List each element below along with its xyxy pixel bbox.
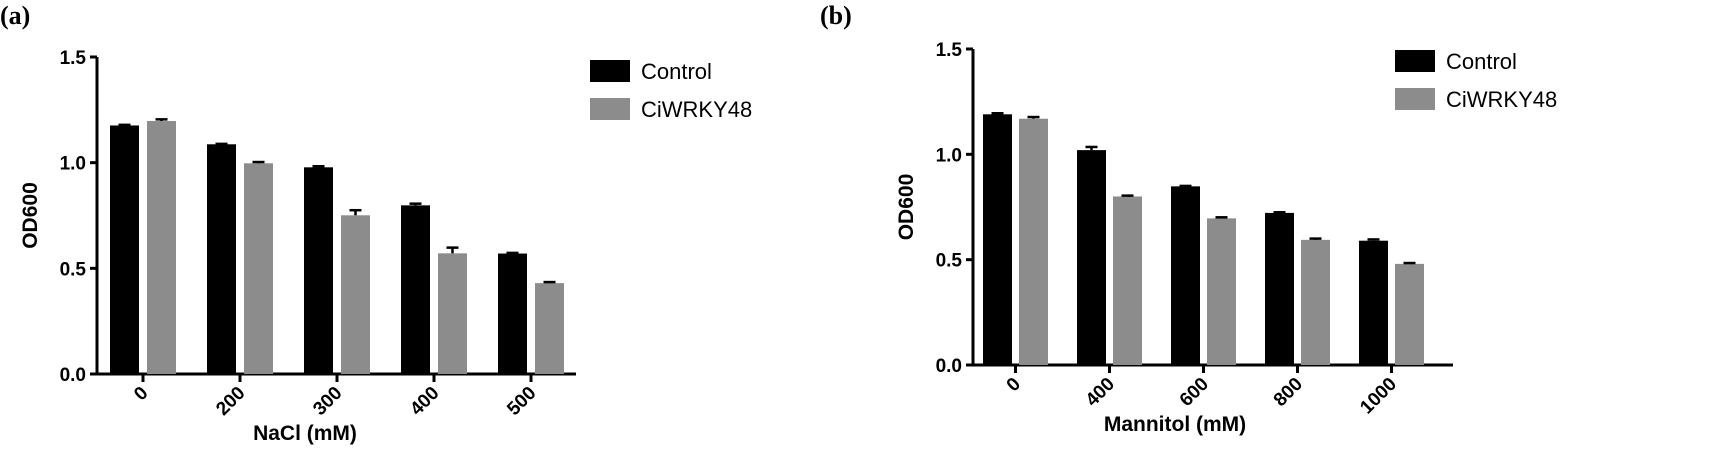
y-tick-label: 0.0	[60, 365, 86, 386]
panel-label: (a)	[0, 1, 30, 30]
y-axis-title: OD600	[895, 174, 918, 241]
y-tick-label: 1.0	[936, 145, 962, 166]
x-tick-label: 0	[130, 383, 152, 405]
legend-label: CiWRKY48	[641, 97, 752, 122]
bar-control	[401, 205, 430, 374]
legend-label: Control	[1446, 49, 1517, 74]
legend-swatch-ciwrky48	[590, 98, 630, 120]
bar-ciwrky48	[1395, 263, 1424, 365]
bar-control	[110, 125, 139, 374]
bar-control	[1265, 212, 1294, 365]
x-tick-label: 1000	[1356, 374, 1401, 419]
bar-control	[207, 144, 236, 374]
legend-swatch-control	[590, 60, 630, 82]
x-tick-label: 0	[1003, 374, 1025, 396]
x-axis-title: Mannitol (mM)	[1104, 413, 1246, 436]
x-tick-label: 500	[503, 383, 540, 420]
legend-swatch-ciwrky48	[1395, 88, 1435, 110]
x-tick-label: 800	[1270, 374, 1307, 411]
y-tick-label: 0.5	[936, 251, 963, 272]
bar-ciwrky48	[1207, 218, 1236, 365]
legend-label: Control	[641, 59, 712, 84]
bar-ciwrky48	[535, 283, 564, 374]
bar-ciwrky48	[147, 121, 176, 374]
panel-a: (a) 0.0 0.5 1.0 1.5 OD600 NaCl (mM) 0 200 300 400 5…	[0, 1, 752, 445]
y-tick-label: 1.0	[60, 154, 86, 175]
x-tick-label: 300	[309, 383, 346, 420]
bar-control	[1171, 186, 1200, 365]
bar-ciwrky48	[1113, 196, 1142, 365]
bar-ciwrky48	[341, 215, 370, 374]
x-axis-title: NaCl (mM)	[253, 422, 357, 445]
bar-control	[304, 167, 333, 374]
y-tick-label: 1.5	[60, 48, 87, 69]
y-axis-title: OD600	[19, 182, 42, 249]
x-tick-label: 600	[1176, 374, 1213, 411]
x-tick-label: 400	[406, 383, 443, 420]
bar-ciwrky48	[1301, 239, 1330, 365]
bar-ciwrky48	[438, 253, 467, 374]
y-tick-label: 1.5	[936, 40, 963, 61]
panel-label: (b)	[820, 1, 852, 30]
bar-control	[983, 114, 1012, 365]
y-tick-label: 0.5	[60, 259, 87, 280]
bar-control	[1077, 150, 1106, 365]
bar-ciwrky48	[1019, 118, 1048, 365]
y-tick-label: 0.0	[936, 356, 962, 377]
bar-control	[1359, 240, 1388, 365]
bar-ciwrky48	[244, 163, 273, 374]
legend-label: CiWRKY48	[1446, 87, 1557, 112]
legend-swatch-control	[1395, 50, 1435, 72]
x-tick-label: 200	[212, 383, 249, 420]
bar-control	[498, 253, 527, 374]
x-tick-label: 400	[1082, 374, 1119, 411]
panel-b: (b) 0.0 0.5 1.0 1.5 OD600 Mannitol (mM) 0 400 600…	[820, 1, 1557, 436]
